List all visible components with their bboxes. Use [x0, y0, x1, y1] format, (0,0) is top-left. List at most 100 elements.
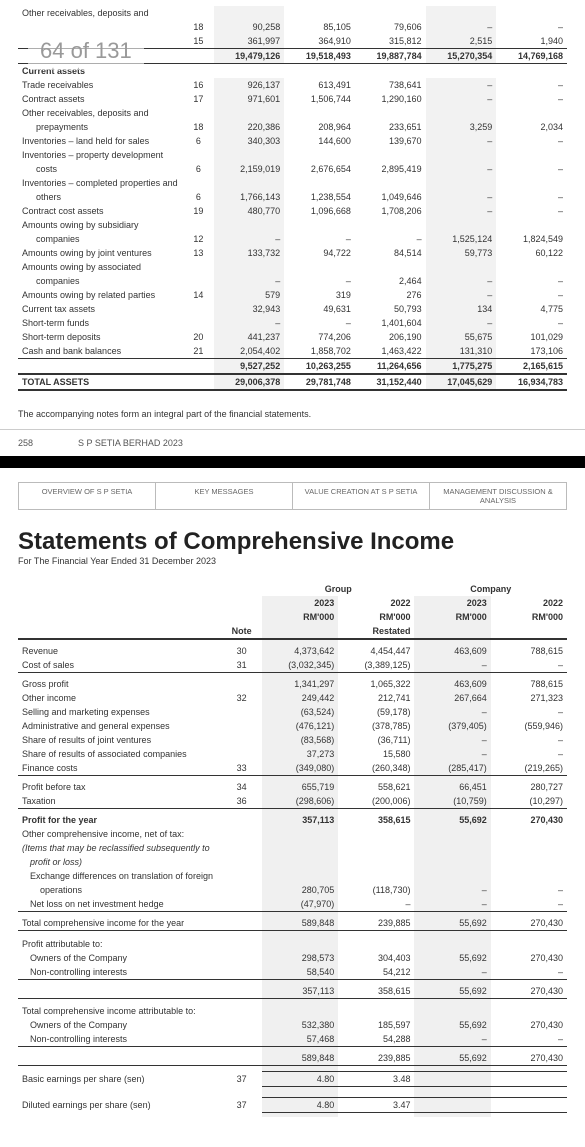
cell: 55,692 — [414, 813, 490, 827]
cell — [183, 260, 213, 274]
cell — [221, 916, 262, 931]
cell: 21 — [183, 344, 213, 359]
cell — [338, 841, 414, 855]
cell — [491, 1004, 567, 1018]
cell: Short-term deposits — [18, 330, 183, 344]
cell: Contract cost assets — [18, 204, 183, 218]
cell: – — [414, 1032, 490, 1047]
cell — [414, 1004, 490, 1018]
cell — [183, 316, 213, 330]
cell — [355, 176, 426, 190]
cell: Inventories – property development — [18, 148, 183, 162]
cell — [355, 6, 426, 20]
cell: 30 — [221, 644, 262, 658]
cell: profit or loss) — [18, 855, 221, 869]
cell: (298,606) — [262, 794, 338, 809]
cell: Total comprehensive income attributable … — [18, 1004, 221, 1018]
cell: Non-controlling interests — [18, 965, 221, 980]
cell: (10,297) — [491, 794, 567, 809]
cell: – — [338, 897, 414, 912]
cell — [284, 176, 355, 190]
cell: – — [414, 965, 490, 980]
cell: – — [214, 274, 285, 288]
cell — [221, 677, 262, 691]
cell — [183, 176, 213, 190]
cell: 9,527,252 — [214, 359, 285, 375]
cell: 1,766,143 — [214, 190, 285, 204]
cell — [262, 855, 338, 869]
cell: 463,609 — [414, 677, 490, 691]
cell: 16,934,783 — [496, 374, 567, 390]
cell — [491, 827, 567, 841]
cell: (260,348) — [338, 761, 414, 776]
tab[interactable]: KEY MESSAGES — [156, 483, 293, 509]
cell: Administrative and general expenses — [18, 719, 221, 733]
cell: – — [496, 78, 567, 92]
cell: (378,785) — [338, 719, 414, 733]
cell: – — [284, 316, 355, 330]
cell: 173,106 — [496, 344, 567, 359]
cell — [262, 937, 338, 951]
cell: – — [426, 288, 497, 302]
cell: 270,430 — [491, 916, 567, 931]
cell: 15,270,354 — [426, 49, 497, 64]
cell — [414, 827, 490, 841]
cell: 4,454,447 — [338, 644, 414, 658]
cell: 357,113 — [262, 813, 338, 827]
cell — [414, 1072, 490, 1087]
cell: – — [414, 747, 490, 761]
cell: Selling and marketing expenses — [18, 705, 221, 719]
cell: Share of results of joint ventures — [18, 733, 221, 747]
cell — [214, 176, 285, 190]
cell: Non-controlling interests — [18, 1032, 221, 1047]
cell: Profit for the year — [18, 813, 221, 827]
page-number: 258 — [18, 438, 58, 448]
cell: 589,848 — [262, 1051, 338, 1066]
tab[interactable]: MANAGEMENT DISCUSSION & ANALYSIS — [430, 483, 566, 509]
cell: 2,895,419 — [355, 162, 426, 176]
cell: 926,137 — [214, 78, 285, 92]
page-footer-text: S P SETIA BERHAD 2023 — [78, 438, 183, 448]
cell — [491, 855, 567, 869]
cell: – — [496, 288, 567, 302]
cell: 15 — [183, 34, 213, 49]
cell: 85,105 — [284, 20, 355, 34]
cell — [414, 841, 490, 855]
cell: 185,597 — [338, 1018, 414, 1032]
tab[interactable]: VALUE CREATION AT S P SETIA — [293, 483, 430, 509]
cell: 31,152,440 — [355, 374, 426, 390]
cell: 37,273 — [262, 747, 338, 761]
cell — [183, 359, 213, 375]
cell: 1,506,744 — [284, 92, 355, 106]
cell: (10,759) — [414, 794, 490, 809]
cell: Trade receivables — [18, 78, 183, 92]
cell: companies — [18, 274, 183, 288]
cell: 34 — [221, 780, 262, 794]
cell: – — [426, 204, 497, 218]
cell: 2,034 — [496, 120, 567, 134]
cell: – — [491, 883, 567, 897]
cell: 32,943 — [214, 302, 285, 316]
cell: 131,310 — [426, 344, 497, 359]
cell — [414, 869, 490, 883]
cell — [426, 260, 497, 274]
cell: Amounts owing by related parties — [18, 288, 183, 302]
cell — [426, 148, 497, 162]
cell: Diluted earnings per share (sen) — [18, 1097, 221, 1112]
cell: 270,430 — [491, 1051, 567, 1066]
cell — [221, 1004, 262, 1018]
footnote: The accompanying notes form an integral … — [0, 391, 585, 429]
cell: 3.47 — [338, 1097, 414, 1112]
cell: – — [426, 162, 497, 176]
cell: (63,524) — [262, 705, 338, 719]
cell: 19,518,493 — [284, 49, 355, 64]
cell: 276 — [355, 288, 426, 302]
cell: 57,468 — [262, 1032, 338, 1047]
cell: 19,887,784 — [355, 49, 426, 64]
cell — [414, 855, 490, 869]
cell: 2,054,402 — [214, 344, 285, 359]
cell: 558,621 — [338, 780, 414, 794]
cell: 480,770 — [214, 204, 285, 218]
tab[interactable]: OVERVIEW OF S P SETIA — [19, 483, 156, 509]
cell: 220,386 — [214, 120, 285, 134]
